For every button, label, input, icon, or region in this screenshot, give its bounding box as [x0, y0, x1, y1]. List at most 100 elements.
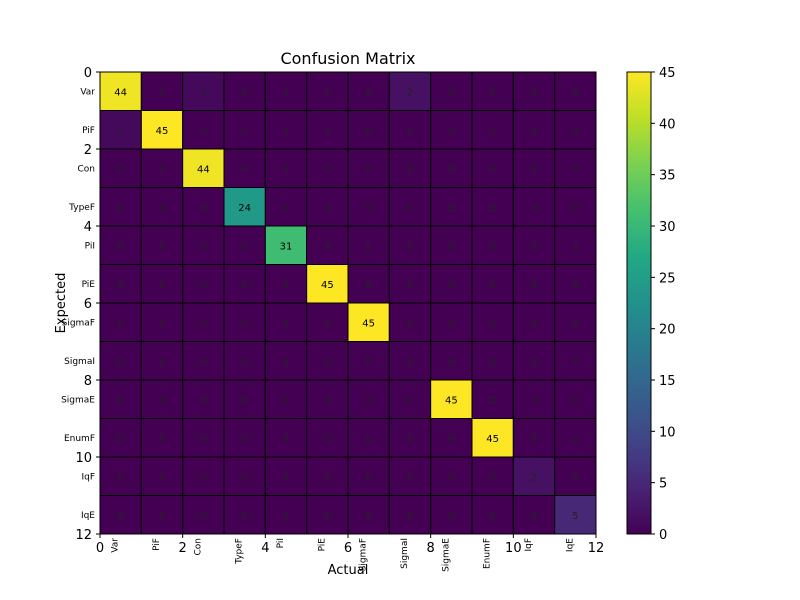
cell-value-label: 0 [200, 434, 206, 445]
chart-title: Confusion Matrix [280, 49, 415, 68]
cell-value-label: 24 [238, 203, 251, 214]
heatmap-cell [512, 187, 556, 227]
cell-value-label: 0 [365, 434, 371, 445]
colorbar-tick-label: 40 [659, 117, 676, 132]
colorbar-tick-label: 25 [659, 271, 676, 286]
heatmap-cell [388, 110, 432, 150]
heatmap-cell [99, 418, 142, 458]
cell-value-label: 0 [448, 126, 454, 137]
cell-value-label: 0 [324, 472, 330, 483]
cell-value-label: 0 [159, 472, 165, 483]
cell-value-label: 0 [283, 472, 289, 483]
cell-value-label: 0 [159, 87, 165, 98]
heatmap-cell [223, 456, 266, 496]
cell-value-label: 0 [448, 280, 454, 291]
cell-value-label: 0 [324, 203, 330, 214]
x-tick-label: 10 [505, 541, 522, 556]
heatmap-cell [554, 302, 597, 342]
heatmap-cell [388, 456, 432, 496]
cell-value-label: 0 [117, 280, 123, 291]
cell-value-label: 0 [448, 203, 454, 214]
cell-value-label: 0 [531, 241, 537, 252]
cell-value-label: 0 [283, 511, 289, 522]
cell-value-label: 0 [407, 434, 413, 445]
cell-value-label: 0 [572, 241, 578, 252]
cell-value-label: 0 [365, 241, 371, 252]
x-tick-label: 2 [179, 541, 187, 556]
heatmap-cell [347, 341, 390, 381]
y-category-label: Con [78, 164, 96, 174]
heatmap-cell [347, 456, 390, 496]
cell-value-label: 0 [283, 203, 289, 214]
cell-value-label: 0 [324, 511, 330, 522]
cell-value-label: 1 [117, 126, 123, 137]
cell-value-label: 0 [531, 357, 537, 368]
cell-value-label: 0 [365, 357, 371, 368]
cell-value-label: 0 [407, 280, 413, 291]
cell-value-label: 0 [531, 126, 537, 137]
heatmap-cell [182, 71, 225, 111]
cell-value-label: 0 [365, 395, 371, 406]
cell-value-label: 0 [117, 357, 123, 368]
y-tick-label: 12 [75, 528, 92, 543]
cell-value-label: 0 [407, 126, 413, 137]
cell-value-label: 0 [572, 434, 578, 445]
heatmap-cell [264, 302, 308, 342]
colorbar: 0 5 10 15 20 25 30 35 40 45 [626, 66, 676, 543]
cell-value-label: 0 [324, 318, 330, 329]
heatmap-cell [264, 225, 308, 265]
y-category-label: PiE [82, 280, 96, 290]
cell-value-label: 0 [200, 280, 206, 291]
heatmap-cell [223, 379, 266, 419]
cell-value-label: 45 [156, 126, 169, 137]
cell-value-label: 45 [362, 318, 375, 329]
cell-value-label: 0 [365, 164, 371, 175]
heatmap-cell [388, 495, 432, 535]
x-category-label: PiF [152, 538, 162, 551]
cell-value-label: 0 [200, 357, 206, 368]
cell-value-label: 0 [117, 511, 123, 522]
cell-value-label: 0 [489, 511, 495, 522]
cell-value-label: 0 [572, 203, 578, 214]
y-tick-label: 4 [84, 220, 92, 235]
y-category-label: SigmaI [64, 357, 95, 367]
y-tick-label: 8 [84, 374, 92, 389]
heatmap-cell [264, 379, 308, 419]
cell-value-label: 0 [200, 511, 206, 522]
heatmap-cell [182, 418, 225, 458]
cell-value-label: 0 [324, 87, 330, 98]
x-tick-label: 8 [427, 541, 435, 556]
cell-value-label: 0 [283, 395, 289, 406]
cell-value-label: 0 [365, 126, 371, 137]
cell-value-label: 0 [531, 395, 537, 406]
cell-value-label: 0 [407, 472, 413, 483]
cell-value-label: 0 [117, 472, 123, 483]
cell-value-label: 0 [241, 434, 247, 445]
heatmap-cell [430, 495, 473, 535]
heatmap-cell [430, 418, 473, 458]
x-category-label: IqE [565, 538, 575, 552]
heatmap-cell [306, 379, 349, 419]
heatmap-cell [223, 187, 266, 227]
heatmap-cell-labels: 44 0 1 0 0 0 0 2 0 0 0 0 1 45 0 0 0 0 0 0 0 0 0 0 0 0 44 0 0 0 0 0 0 0 0 0 0… [114, 87, 578, 522]
heatmap-cell [306, 225, 349, 265]
heatmap-cell [264, 341, 308, 381]
cell-value-label: 2 [407, 87, 413, 98]
heatmap-cells [99, 71, 597, 535]
heatmap-cell [430, 264, 473, 304]
cell-value-label: 0 [241, 164, 247, 175]
heatmap-cell [306, 341, 349, 381]
cell-value-label: 0 [241, 395, 247, 406]
heatmap-cell [471, 264, 514, 304]
heatmap-cell [347, 264, 390, 304]
cell-value-label: 0 [448, 164, 454, 175]
cell-value-label: 0 [489, 472, 495, 483]
cell-value-label: 0 [324, 434, 330, 445]
cell-value-label: 0 [283, 318, 289, 329]
cell-value-label: 0 [489, 241, 495, 252]
cell-value-label: 0 [531, 434, 537, 445]
heatmap-cell [223, 148, 266, 188]
cell-value-label: 0 [200, 241, 206, 252]
heatmap-cell [347, 418, 390, 458]
colorbar-tick-label: 5 [659, 477, 667, 492]
